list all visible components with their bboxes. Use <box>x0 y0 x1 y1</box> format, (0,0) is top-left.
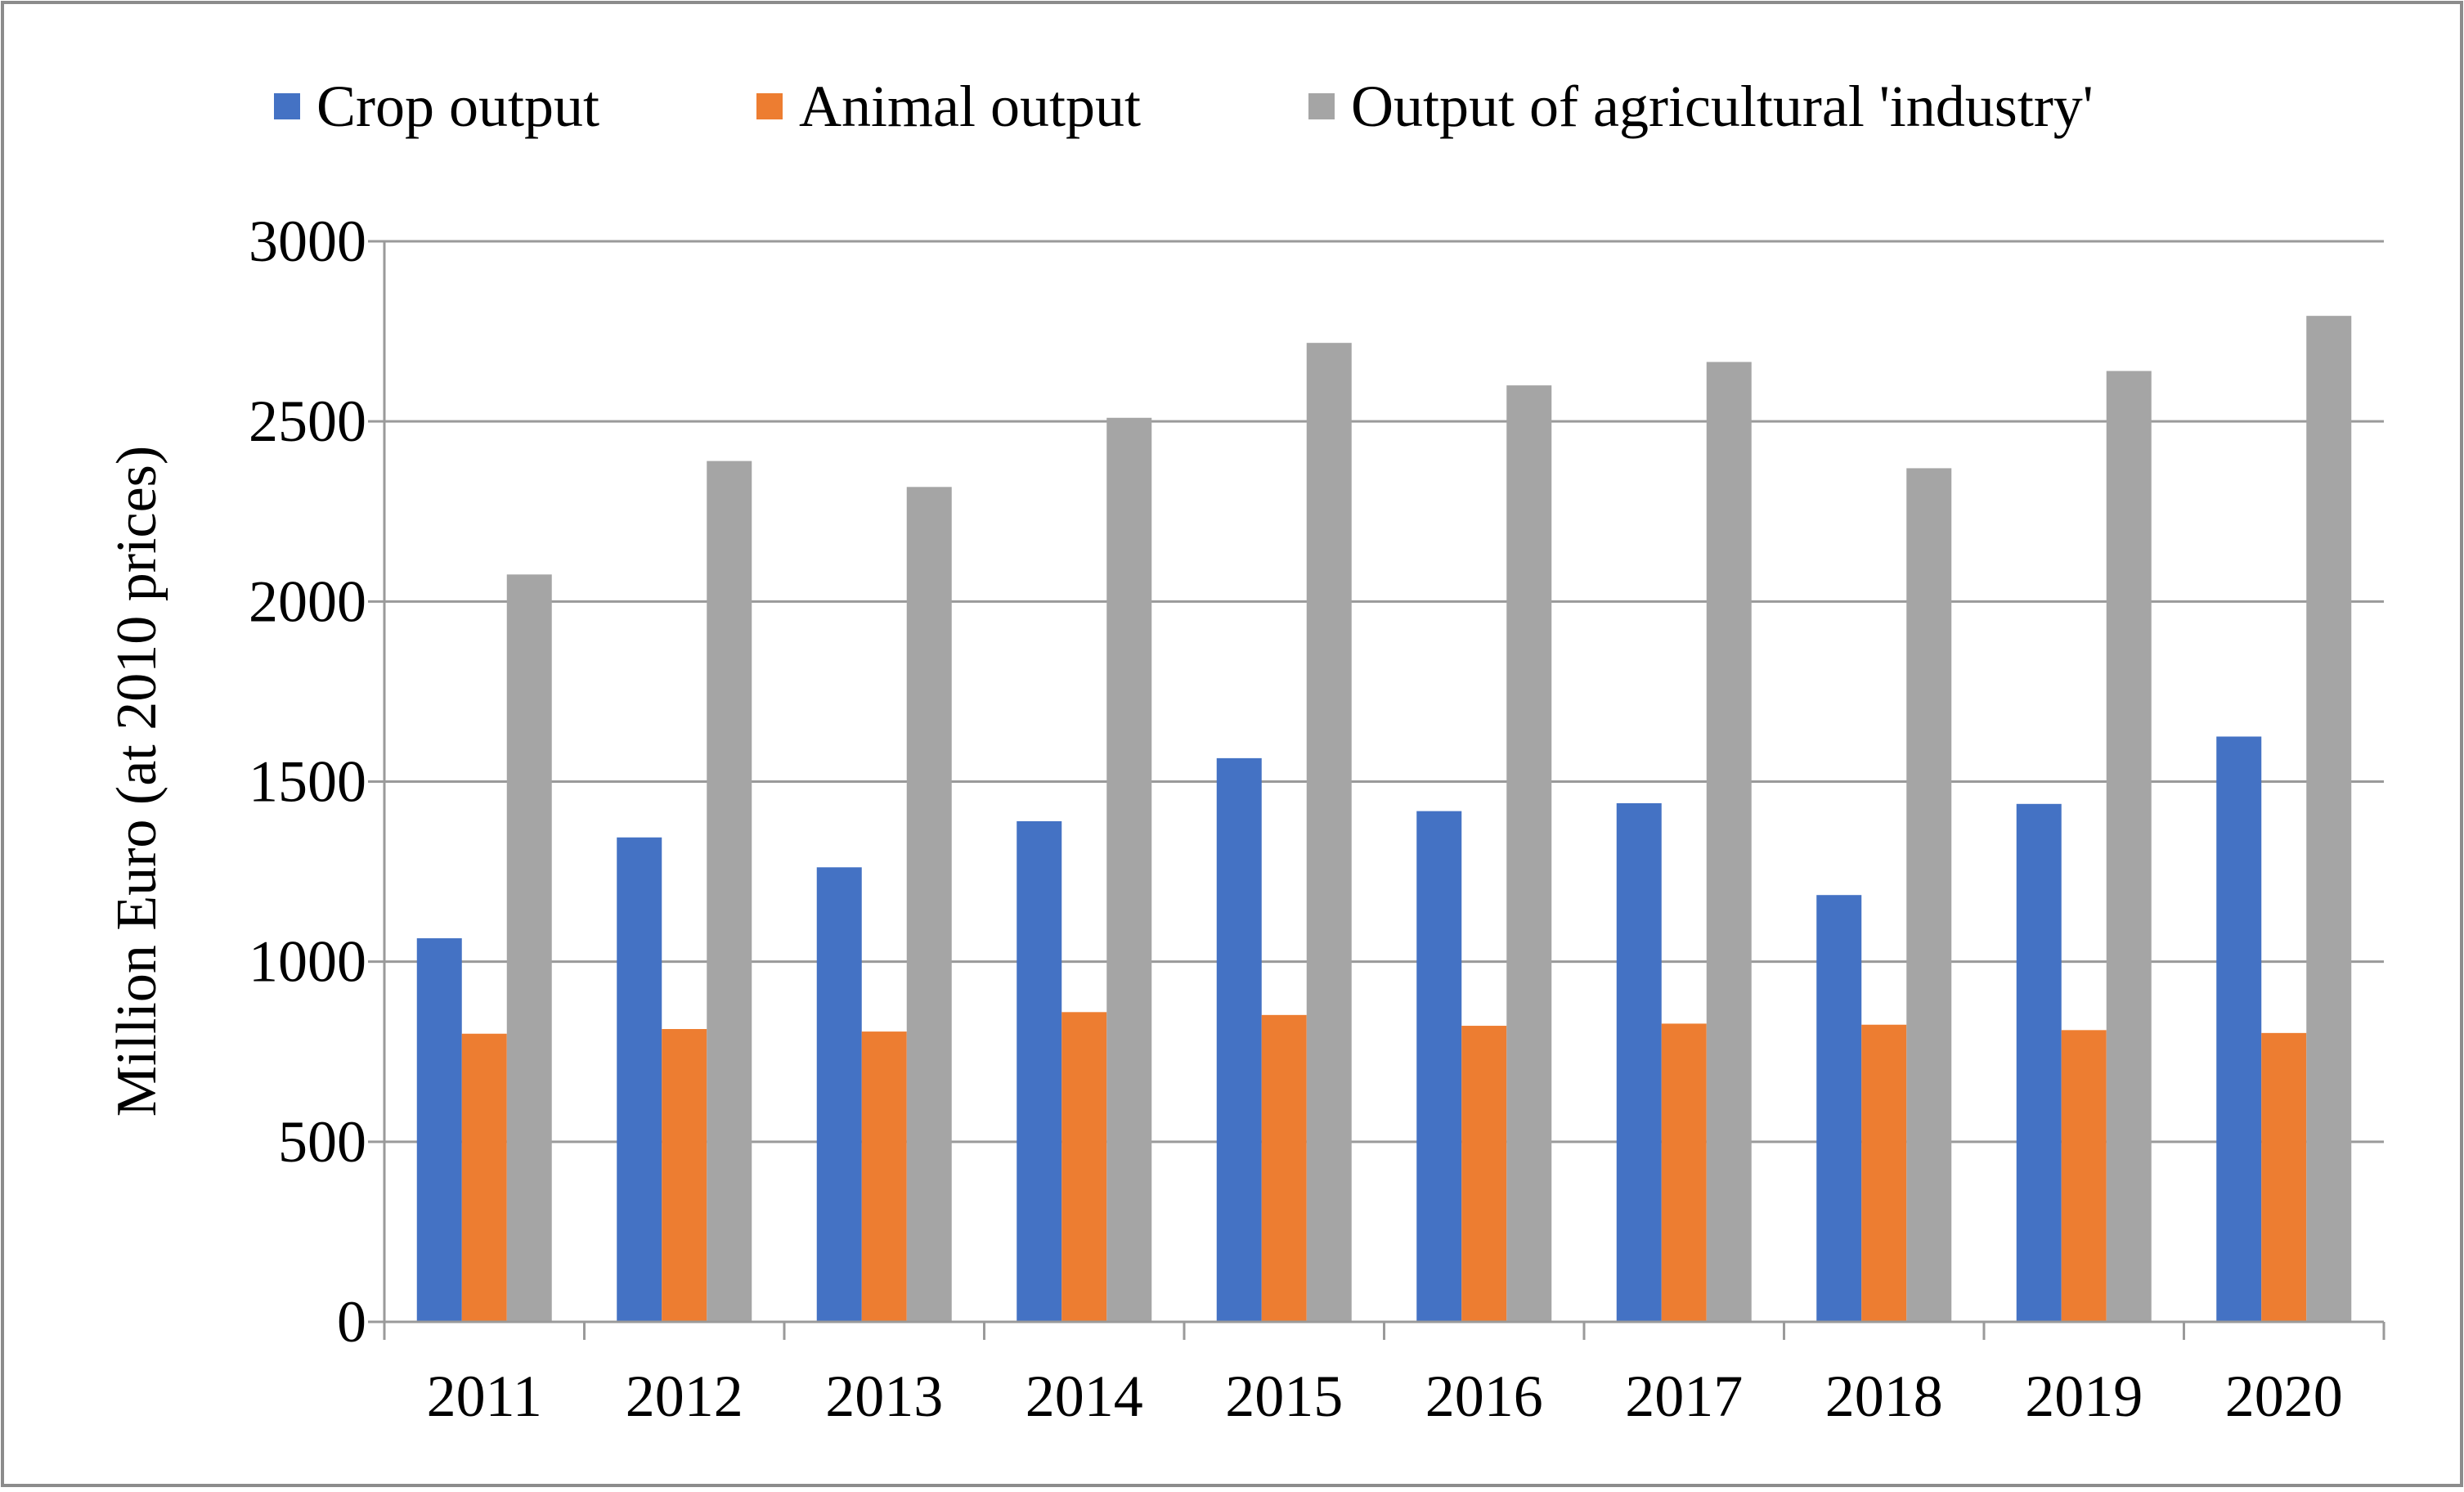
bar-industry-2018 <box>1906 468 1952 1323</box>
bar-crop-2018 <box>1816 895 1862 1322</box>
x-tick-label: 2017 <box>1625 1364 1743 1429</box>
bar-crop-2015 <box>1216 757 1262 1322</box>
bar-industry-2016 <box>1506 385 1552 1323</box>
bar-industry-2012 <box>707 461 752 1323</box>
bar-crop-2011 <box>416 938 462 1322</box>
bar-animal-2019 <box>2061 1030 2107 1322</box>
bar-crop-2017 <box>1616 802 1662 1322</box>
bar-industry-2019 <box>2106 371 2152 1322</box>
bar-animal-2020 <box>2261 1032 2307 1322</box>
y-tick-label: 500 <box>278 1109 366 1175</box>
bar-animal-2015 <box>1261 1014 1307 1322</box>
bar-animal-2013 <box>861 1031 907 1322</box>
bars <box>416 316 2352 1323</box>
axes: 0 500 1000 1500 2000 2500 3000 2011 2012 2013 2014… <box>249 209 2385 1429</box>
y-tick-label: 0 <box>337 1289 366 1355</box>
x-tick-label: 2013 <box>825 1364 943 1429</box>
bar-industry-2015 <box>1306 343 1352 1322</box>
bar-industry-2017 <box>1706 362 1752 1322</box>
x-tick-label: 2011 <box>427 1364 542 1429</box>
y-tick-label: 2000 <box>249 568 366 634</box>
x-tick-label: 2019 <box>2025 1364 2143 1429</box>
x-tick-label: 2020 <box>2225 1364 2343 1429</box>
bar-crop-2013 <box>816 867 862 1322</box>
x-tick-label: 2016 <box>1425 1364 1543 1429</box>
y-tick-label: 2500 <box>249 389 366 454</box>
legend-label: Crop output <box>316 74 599 139</box>
bar-industry-2020 <box>2306 316 2352 1323</box>
bar-animal-2017 <box>1661 1023 1707 1322</box>
bar-industry-2011 <box>506 574 552 1322</box>
bar-animal-2014 <box>1061 1012 1107 1322</box>
y-tick-label: 1000 <box>249 929 366 995</box>
x-tick-label: 2012 <box>626 1364 743 1429</box>
bar-animal-2018 <box>1861 1024 1907 1322</box>
x-tick-label: 2015 <box>1225 1364 1343 1429</box>
bar-animal-2016 <box>1461 1026 1507 1322</box>
bar-industry-2013 <box>906 487 952 1322</box>
bar-animal-2012 <box>662 1029 707 1322</box>
legend-swatch <box>1308 93 1335 119</box>
legend-label: Output of agricultural 'industry' <box>1351 74 2094 139</box>
y-tick-label: 3000 <box>249 209 366 274</box>
bar-crop-2020 <box>2216 736 2262 1322</box>
y-axis-title: Million Euro (at 2010 prices) <box>105 446 168 1117</box>
legend-swatch <box>756 93 783 119</box>
bar-crop-2014 <box>1017 820 1062 1322</box>
legend: Crop output Animal output Output of agricu… <box>274 74 2094 139</box>
x-tick-label: 2018 <box>1825 1364 1943 1429</box>
bar-crop-2012 <box>617 837 662 1322</box>
x-tick-label: 2014 <box>1026 1364 1143 1429</box>
bar-animal-2011 <box>461 1033 507 1322</box>
y-tick-label: 1500 <box>249 749 366 815</box>
bar-crop-2016 <box>1416 811 1462 1322</box>
legend-label: Animal output <box>799 74 1141 139</box>
bar-industry-2014 <box>1106 417 1152 1323</box>
bar-crop-2019 <box>2016 803 2062 1322</box>
legend-swatch <box>274 93 300 119</box>
